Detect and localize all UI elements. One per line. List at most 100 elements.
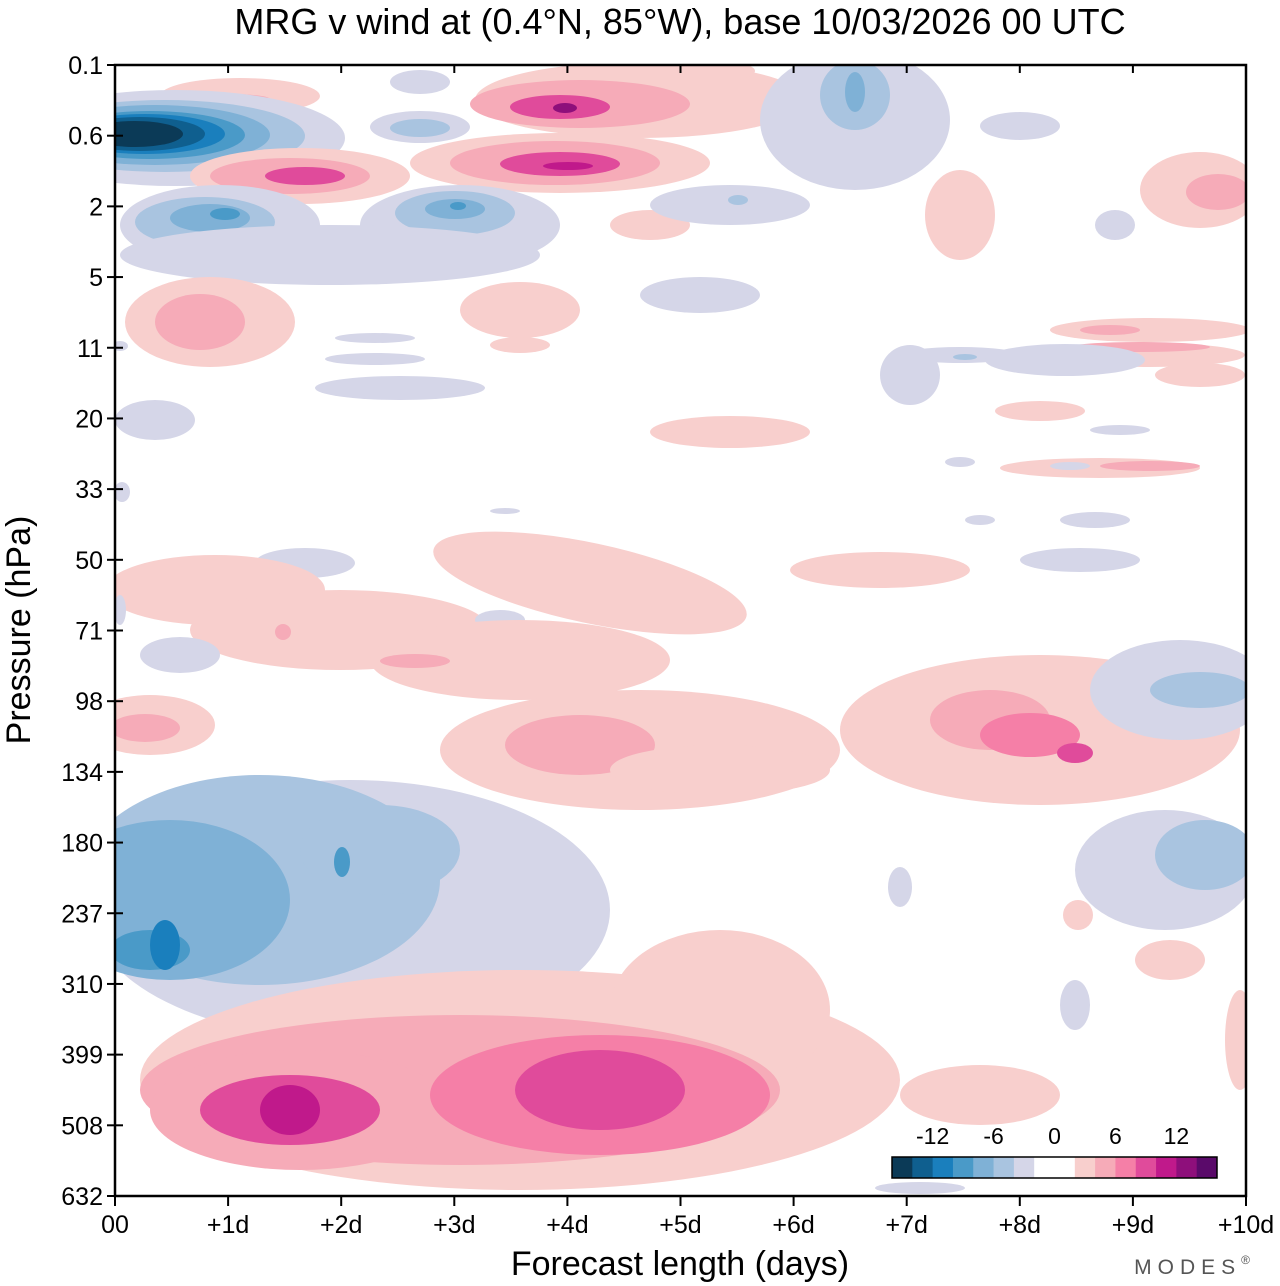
x-tick-label: +10d bbox=[1218, 1211, 1274, 1239]
contour-region bbox=[335, 333, 415, 343]
contour-region bbox=[115, 121, 183, 147]
contour-region bbox=[115, 400, 195, 440]
y-tick-label: 71 bbox=[75, 618, 103, 646]
colorbar-tick-label: -6 bbox=[983, 1123, 1003, 1149]
colorbar-tick-label: 12 bbox=[1164, 1123, 1190, 1149]
contour-field bbox=[115, 65, 1246, 1194]
contour-region bbox=[390, 119, 450, 137]
colorbar-swatch bbox=[1156, 1157, 1177, 1178]
contour-region bbox=[380, 654, 450, 668]
contour-region bbox=[1135, 940, 1205, 980]
colorbar-swatch bbox=[952, 1157, 974, 1178]
colorbar-swatch bbox=[1034, 1157, 1055, 1178]
contour-region bbox=[610, 745, 830, 795]
x-tick-label: +9d bbox=[1112, 1211, 1154, 1239]
y-axis: 0.1 0.6 2 5 11 20 33 50 71 98 134 180 237 310 399 508 63… bbox=[61, 52, 123, 1211]
contour-region bbox=[888, 867, 912, 907]
y-tick-label: 310 bbox=[61, 971, 103, 999]
colorbar-swatch bbox=[973, 1157, 995, 1178]
brand-name: MODES bbox=[1134, 1256, 1241, 1279]
y-tick-label: 11 bbox=[77, 335, 103, 363]
contour-region bbox=[390, 70, 450, 94]
x-tick-label: +8d bbox=[999, 1211, 1041, 1239]
contour-region bbox=[985, 344, 1145, 376]
contour-region bbox=[260, 1085, 320, 1135]
contour-region bbox=[640, 277, 760, 313]
contour-region bbox=[1186, 174, 1246, 210]
contour-region bbox=[265, 167, 345, 185]
colorbar-swatch bbox=[912, 1157, 934, 1178]
colorbar-tick-label: 0 bbox=[1048, 1123, 1061, 1149]
y-tick-label: 180 bbox=[61, 830, 103, 858]
contour-region bbox=[1155, 363, 1245, 387]
contour-region bbox=[275, 624, 291, 640]
contour-region bbox=[1080, 325, 1140, 335]
brand-mark: ® bbox=[1241, 1253, 1250, 1267]
colorbar-tick-label: 6 bbox=[1109, 1123, 1122, 1149]
contour-region bbox=[325, 353, 425, 365]
x-tick-label: +6d bbox=[772, 1211, 814, 1239]
y-tick-label: 5 bbox=[89, 264, 103, 292]
contour-region bbox=[925, 170, 995, 260]
colorbar-tick-label: -12 bbox=[916, 1123, 949, 1149]
y-tick-label: 50 bbox=[75, 547, 103, 575]
brand-logo: MODES® bbox=[1134, 1253, 1250, 1279]
contour-region bbox=[115, 482, 130, 502]
y-tick-label: 399 bbox=[61, 1042, 103, 1070]
x-axis-label: Forecast length (days) bbox=[511, 1245, 849, 1283]
contour-region bbox=[995, 401, 1085, 421]
y-tick-label: 98 bbox=[75, 688, 103, 716]
colorbar-swatch bbox=[1074, 1157, 1096, 1178]
contour-region bbox=[1150, 672, 1246, 708]
x-tick-label: +2d bbox=[320, 1211, 362, 1239]
y-tick-label: 134 bbox=[61, 759, 103, 787]
contour-region bbox=[790, 552, 970, 588]
contour-region bbox=[650, 416, 810, 448]
contour-region bbox=[553, 103, 577, 113]
y-tick-label: 237 bbox=[61, 900, 103, 928]
x-tick-label: +5d bbox=[659, 1211, 701, 1239]
contour-region bbox=[450, 202, 466, 210]
contour-region bbox=[155, 294, 245, 350]
contour-region bbox=[1095, 210, 1135, 240]
contour-region bbox=[1155, 820, 1246, 890]
contour-region bbox=[900, 1065, 1060, 1125]
contour-region bbox=[1020, 548, 1140, 572]
contour-region bbox=[953, 354, 977, 360]
contour-region bbox=[300, 805, 460, 895]
colorbar: -12 -6 0 6 12 bbox=[891, 1123, 1218, 1179]
colorbar-swatch bbox=[1135, 1157, 1157, 1178]
y-tick-label: 0.6 bbox=[68, 123, 103, 151]
contour-region bbox=[1225, 990, 1246, 1090]
colorbar-swatch bbox=[1115, 1157, 1137, 1178]
colorbar-swatch bbox=[932, 1157, 954, 1178]
contour-region bbox=[490, 337, 550, 353]
x-axis: 00 +1d +2d +3d +4d +5d +6d +7d +8d +9d +10d bbox=[101, 65, 1274, 1239]
colorbar-swatch bbox=[993, 1157, 1015, 1178]
contour-region bbox=[1050, 462, 1090, 470]
colorbar-swatch bbox=[1054, 1157, 1076, 1178]
contour-region bbox=[980, 713, 1080, 757]
contour-region bbox=[490, 508, 520, 514]
colorbar-swatch bbox=[1013, 1157, 1035, 1178]
y-tick-label: 0.1 bbox=[68, 52, 103, 80]
contour-region bbox=[140, 637, 220, 673]
contour-region bbox=[515, 1050, 685, 1130]
contour-region bbox=[505, 715, 655, 775]
contour-region bbox=[1100, 461, 1200, 471]
contour-region bbox=[1090, 425, 1150, 435]
colorbar-swatch bbox=[1176, 1157, 1198, 1178]
contour-region bbox=[965, 515, 995, 525]
contour-region bbox=[150, 920, 180, 970]
contour-region bbox=[1057, 743, 1093, 763]
contour-region bbox=[170, 204, 250, 232]
y-axis-label: Pressure (hPa) bbox=[0, 516, 38, 745]
y-tick-label: 632 bbox=[61, 1183, 103, 1211]
x-tick-label: +7d bbox=[885, 1211, 927, 1239]
x-tick-label: 00 bbox=[101, 1211, 129, 1239]
colorbar-swatch bbox=[1095, 1157, 1116, 1178]
contour-region bbox=[1060, 980, 1090, 1030]
contour-region bbox=[115, 714, 180, 742]
y-tick-label: 2 bbox=[89, 193, 103, 221]
colorbar-swatch bbox=[1196, 1157, 1218, 1178]
